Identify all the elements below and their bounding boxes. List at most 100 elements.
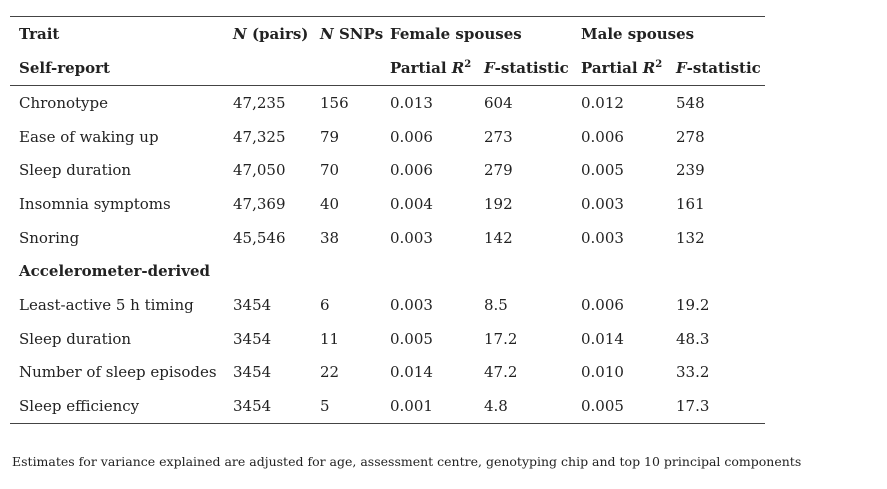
data-row: Number of sleep episodes 3454 22 0.014 47.2 0… — [10, 356, 765, 390]
header-cell: N SNPs — [320, 17, 390, 52]
value-cell: 45,546 — [233, 228, 286, 247]
value-cell: 0.013 — [390, 93, 433, 112]
data-table: Trait N (pairs) N SNPs Female spouses Ma… — [10, 16, 766, 424]
trait-cell: Number of sleep episodes — [19, 363, 217, 382]
header-text: F — [484, 59, 495, 77]
value-cell: 239 — [676, 161, 705, 180]
value-cell: 0.006 — [390, 127, 433, 146]
header-cell — [233, 51, 320, 86]
value-cell: 3454 — [233, 397, 272, 416]
section-row: Accelerometer-derived — [10, 254, 765, 288]
value-cell: 4.8 — [484, 397, 508, 416]
value-cell: 5 — [320, 397, 330, 416]
header-text: N — [233, 25, 247, 43]
value-cell: 19.2 — [676, 295, 710, 314]
value-cell: 604 — [484, 93, 513, 112]
header-text: Partial — [581, 59, 643, 77]
value-cell: 0.005 — [581, 397, 624, 416]
trait-cell: Sleep efficiency — [19, 397, 140, 416]
header-text: -statistic — [686, 59, 761, 77]
header-cell: F-statistic — [484, 51, 581, 86]
data-row: Sleep duration 3454 11 0.005 17.2 0.014 48.3 — [10, 322, 765, 356]
trait-cell: Sleep duration — [19, 329, 132, 348]
header-cell: Partial R2 — [390, 51, 484, 86]
value-cell: 0.006 — [581, 127, 624, 146]
value-cell: 0.012 — [581, 93, 624, 112]
value-cell: 40 — [320, 194, 340, 213]
header-text: 2 — [655, 59, 663, 70]
trait-cell: Insomnia symptoms — [19, 194, 171, 213]
value-cell: 70 — [320, 161, 340, 180]
table-body: Chronotype 47,235 156 0.013 604 0.012 548 Ease … — [10, 86, 765, 424]
value-cell: 132 — [676, 228, 705, 247]
value-cell: 548 — [676, 93, 705, 112]
value-cell: 47,235 — [233, 93, 286, 112]
value-cell: 273 — [484, 127, 513, 146]
header-cell — [320, 51, 390, 86]
value-cell: 3454 — [233, 363, 272, 382]
value-cell: 11 — [320, 329, 340, 348]
header-text: R — [451, 59, 465, 77]
data-row: Chronotype 47,235 156 0.013 604 0.012 548 — [10, 86, 765, 120]
value-cell: 17.3 — [676, 397, 710, 416]
header-cell: Trait — [19, 25, 60, 43]
value-cell: 47,369 — [233, 194, 286, 213]
value-cell: 0.006 — [390, 161, 433, 180]
value-cell: 156 — [320, 93, 349, 112]
data-row: Least-active 5 h timing 3454 6 0.003 8.5 0.00… — [10, 288, 765, 322]
subheader-row: Self-report Partial R2 F-statistic Parti… — [10, 51, 766, 86]
data-row: Insomnia symptoms 47,369 40 0.004 192 0.003 16… — [10, 187, 765, 221]
value-cell: 0.004 — [390, 194, 433, 213]
header-text: R — [642, 59, 656, 77]
header-cell: Partial R2 — [581, 51, 676, 86]
header-cell: Male spouses — [581, 25, 695, 43]
data-row: Snoring 45,546 38 0.003 142 0.003 132 — [10, 221, 765, 255]
value-cell: 0.006 — [581, 295, 624, 314]
value-cell: 3454 — [233, 295, 272, 314]
value-cell: 8.5 — [484, 295, 508, 314]
value-cell: 38 — [320, 228, 340, 247]
header-text: F — [676, 59, 687, 77]
value-cell: 0.010 — [581, 363, 624, 382]
trait-cell: Snoring — [19, 228, 80, 247]
header-text: -statistic — [494, 59, 569, 77]
value-cell: 3454 — [233, 329, 272, 348]
value-cell: 161 — [676, 194, 705, 213]
value-cell: 279 — [484, 161, 513, 180]
header-text: Partial — [390, 59, 452, 77]
data-row: Ease of waking up 47,325 79 0.006 273 0.006 27… — [10, 120, 765, 154]
value-cell: 47,050 — [233, 161, 286, 180]
value-cell: 33.2 — [676, 363, 710, 382]
header-text: 2 — [464, 59, 472, 70]
header-text: (pairs) — [246, 25, 309, 43]
header-cell: F-statistic — [676, 51, 766, 86]
value-cell: 0.014 — [390, 363, 433, 382]
header-row: Trait N (pairs) N SNPs Female spouses Ma… — [10, 17, 765, 52]
trait-cell: Chronotype — [19, 93, 109, 112]
header-cell: Female spouses — [390, 25, 522, 43]
value-cell: 0.001 — [390, 397, 433, 416]
value-cell: 47,325 — [233, 127, 286, 146]
section-title: Accelerometer-derived — [19, 262, 210, 281]
header-text: N — [320, 25, 334, 43]
value-cell: 0.005 — [390, 329, 433, 348]
trait-cell: Least-active 5 h timing — [19, 295, 194, 314]
value-cell: 48.3 — [676, 329, 710, 348]
value-cell: 6 — [320, 295, 330, 314]
value-cell: 0.014 — [581, 329, 624, 348]
header-cell: N (pairs) — [233, 17, 320, 52]
value-cell: 142 — [484, 228, 513, 247]
value-cell: 278 — [676, 127, 705, 146]
value-cell: 47.2 — [484, 363, 518, 382]
value-cell: 0.005 — [581, 161, 624, 180]
value-cell: 22 — [320, 363, 340, 382]
value-cell: 79 — [320, 127, 340, 146]
value-cell: 0.003 — [581, 194, 624, 213]
value-cell: 192 — [484, 194, 513, 213]
trait-cell: Ease of waking up — [19, 127, 159, 146]
footnote: Estimates for variance explained are adj… — [12, 454, 802, 469]
value-cell: 0.003 — [390, 228, 433, 247]
value-cell: 0.003 — [390, 295, 433, 314]
data-row: Sleep duration 47,050 70 0.006 279 0.005 239 — [10, 153, 765, 187]
